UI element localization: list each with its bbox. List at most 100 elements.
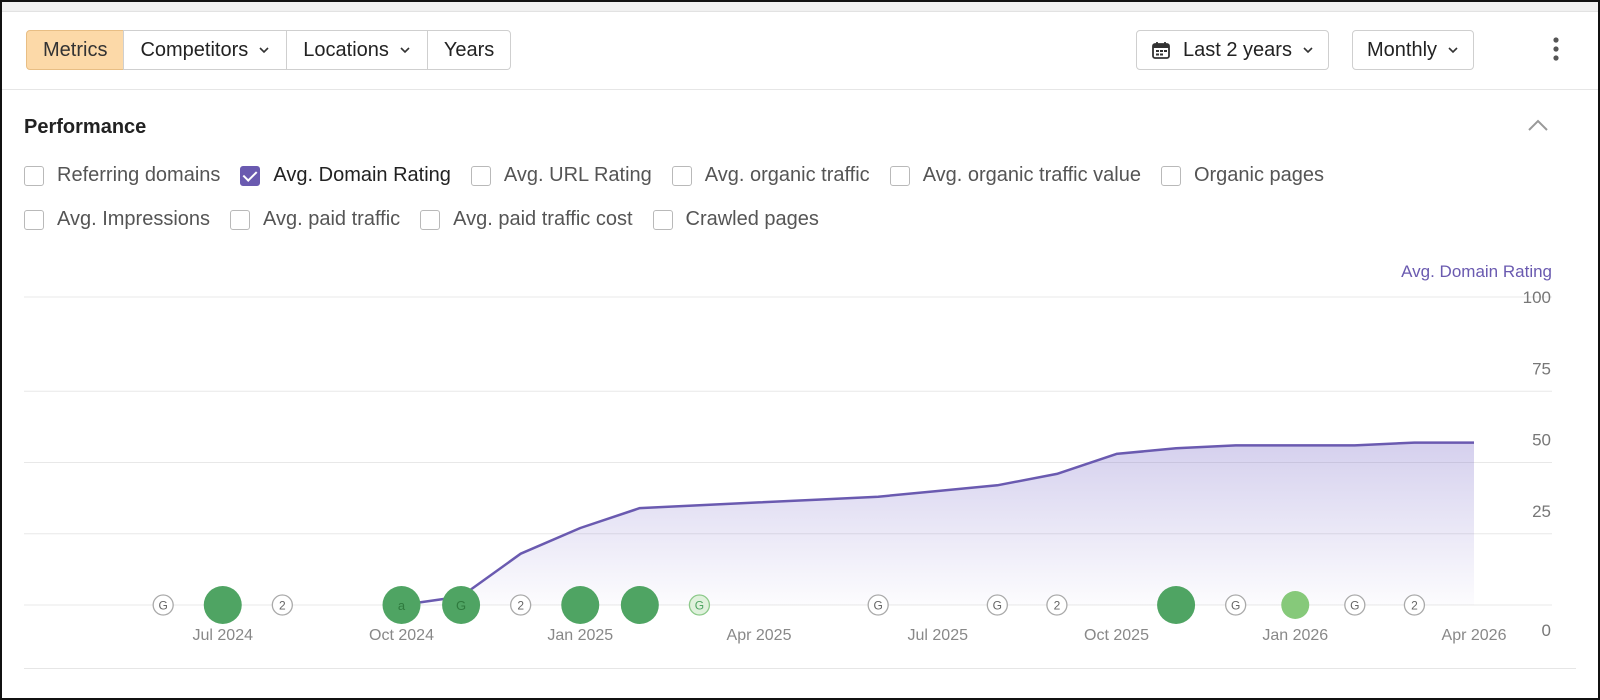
annotation-circle [561,586,600,624]
annotation-dot[interactable]: G [442,586,481,624]
toolbar: Metrics Competitors Locations Years Last… [2,12,1598,90]
annotation-circle [986,594,1008,616]
checkbox[interactable] [230,209,251,230]
tab-locations-label: Locations [303,38,389,61]
checkbox[interactable] [671,165,692,186]
metric-label: Avg. Impressions [57,208,211,230]
checkbox[interactable] [24,165,44,186]
checkbox-checked[interactable] [240,165,261,186]
metric-organic-pages[interactable]: Organic pages [1160,164,1324,187]
checkbox[interactable] [470,165,491,186]
annotation-circle [688,594,711,616]
checkbox[interactable] [652,209,673,230]
annotation-circle [152,594,174,616]
data-point[interactable] [756,499,762,505]
annotation-circle [510,594,532,616]
checkbox[interactable] [889,165,910,186]
annotation-circle [203,586,242,624]
annotation-text: G [1350,599,1359,613]
chevron-down-icon [259,47,269,54]
metric-avg-paid-traffic-cost[interactable]: Avg. paid traffic cost [420,208,633,231]
annotation-text: 2 [279,599,286,613]
annotation-marker-google[interactable]: G [1344,594,1366,616]
annotation-circle [1403,594,1426,616]
annotation-marker-google[interactable]: G [152,594,174,616]
metric-avg-organic-traffic-value[interactable]: Avg. organic traffic value [889,164,1141,187]
data-point[interactable] [875,494,881,500]
annotation-dot[interactable] [1281,591,1310,619]
metric-avg-impressions[interactable]: Avg. Impressions [24,208,210,231]
metric-avg-domain-rating[interactable]: Avg. Domain Rating [240,164,451,187]
kebab-icon[interactable] [1546,34,1566,66]
calendar-icon [1152,42,1170,59]
series-line[interactable] [401,441,1475,607]
tab-metrics[interactable]: Metrics [26,30,125,70]
annotation-dot[interactable] [203,586,242,624]
annotation-circle [1046,594,1068,616]
annotation-text: G [456,598,466,613]
metric-crawled-pages[interactable]: Crawled pages [652,208,819,231]
annotation-dot[interactable] [620,586,659,624]
annotation-marker-google[interactable]: G [986,594,1008,616]
annotation-marker-google[interactable]: G [867,594,889,616]
annotation-text: 2 [517,599,524,613]
chevron-up-icon[interactable] [1526,116,1550,136]
tab-competitors[interactable]: Competitors [123,30,288,70]
checkbox[interactable] [1160,165,1181,186]
metric-avg-organic-traffic[interactable]: Avg. organic traffic [671,164,870,187]
data-point[interactable] [637,505,643,511]
annotation-marker-google[interactable]: G [688,594,711,616]
annotation-marker-count[interactable]: 2 [271,594,293,616]
data-point[interactable] [518,551,524,557]
date-range-button[interactable]: Last 2 years [1136,30,1329,70]
metric-avg-url-rating[interactable]: Avg. URL Rating [470,164,652,187]
annotation-text: G [1231,599,1240,613]
data-point[interactable] [696,502,702,508]
data-point[interactable] [1233,442,1239,448]
annotation-text: 2 [1054,599,1061,613]
y-tick-label: 25 [1532,502,1551,521]
y-tick-label: 0 [1542,621,1551,640]
metric-label: Avg. paid traffic [263,208,401,230]
data-point[interactable] [1054,471,1060,477]
data-point[interactable] [577,525,583,531]
annotation-text: a [398,598,406,613]
annotation-text: G [993,599,1002,613]
annotation-dot[interactable] [1157,586,1196,624]
metric-label: Avg. organic traffic [704,164,870,186]
report-tabs: Metrics Competitors Locations Years [26,30,512,70]
metric-referring-domains[interactable]: Referring domains [24,164,220,187]
annotation-marker-count[interactable]: 2 [510,594,532,616]
tab-locations[interactable]: Locations [286,30,428,70]
metric-avg-paid-traffic[interactable]: Avg. paid traffic [230,208,400,231]
data-point[interactable] [1292,442,1298,448]
x-tick-label: Jul 2025 [908,627,969,644]
data-point[interactable] [1114,451,1120,457]
data-point[interactable] [1411,440,1417,446]
annotation-dot[interactable]: a [382,586,421,624]
annotation-marker-google[interactable]: G [1225,594,1247,616]
data-point[interactable] [935,488,941,494]
interval-button[interactable]: Monthly [1352,30,1475,70]
annotation-circle [1225,594,1247,616]
metrics-row-2: Avg. Impressions Avg. paid traffic Avg. … [24,208,839,231]
data-point[interactable] [1352,442,1358,448]
data-point[interactable] [1173,445,1179,451]
annotation-circle [867,594,889,616]
annotation-marker-count[interactable]: 2 [1403,594,1426,616]
data-point[interactable] [816,497,822,503]
annotation-circle [620,586,659,624]
top-strip [2,2,1598,12]
metric-label: Avg. organic traffic value [922,164,1141,186]
checkbox[interactable] [24,209,44,230]
annotation-marker-count[interactable]: 2 [1046,594,1068,616]
data-point[interactable] [1471,440,1477,446]
checkbox[interactable] [420,209,441,230]
data-point[interactable] [994,482,1000,488]
annotation-circle [1157,586,1196,624]
annotation-dot[interactable] [561,586,600,624]
tab-years[interactable]: Years [426,30,512,70]
metric-label: Avg. URL Rating [503,164,652,186]
y-tick-label: 75 [1532,359,1551,378]
